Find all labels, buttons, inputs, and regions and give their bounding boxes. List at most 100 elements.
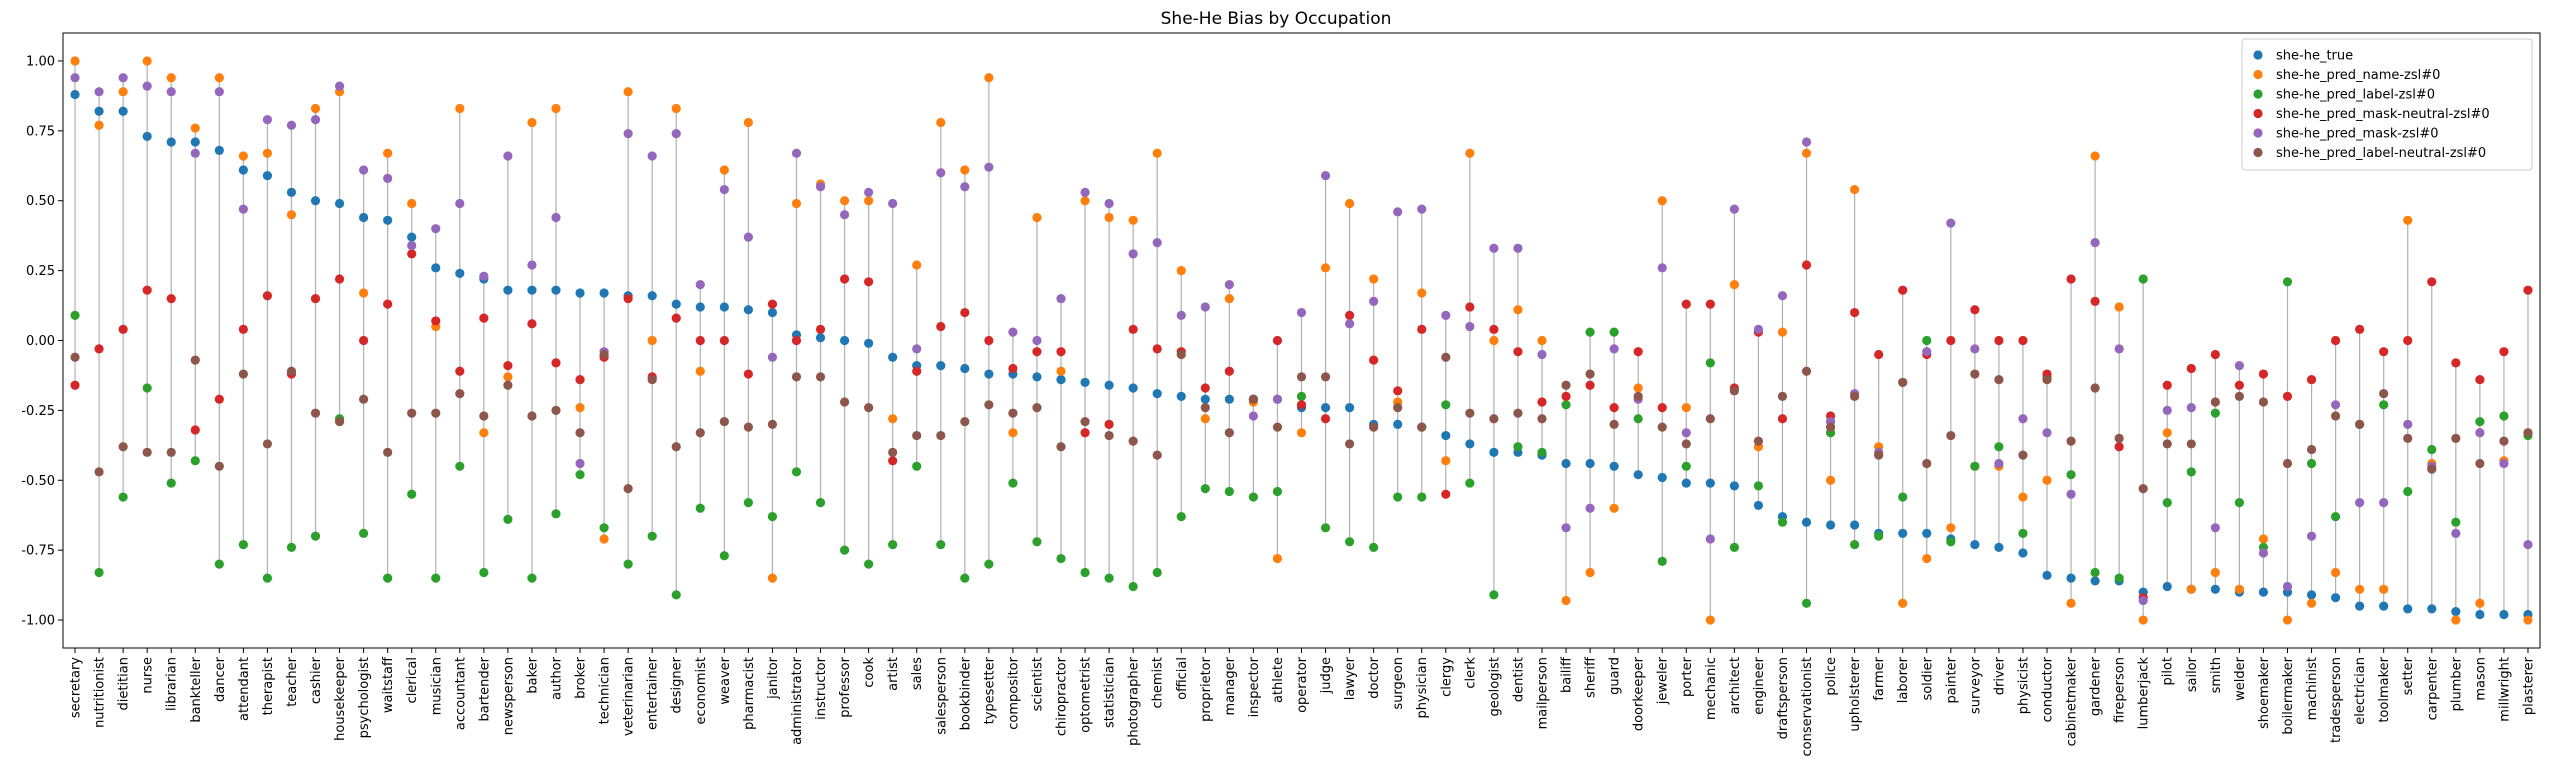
point-she-he_pred_label-neutral-zsl#0-judge — [1321, 372, 1330, 381]
legend-label-she-he_pred_mask-zsl#0: she-he_pred_mask-zsl#0 — [2276, 127, 2439, 142]
point-she-he_pred_mask-neutral-zsl#0-dancer — [215, 395, 224, 404]
point-she-he_pred_name-zsl#0-porter — [1682, 403, 1691, 412]
point-she-he_pred_label-zsl#0-mailperson — [1537, 448, 1546, 457]
point-she-he_pred_label-zsl#0-typesetter — [984, 560, 993, 569]
point-she-he_pred_label-neutral-zsl#0-farmer — [1874, 451, 1883, 460]
x-tick-label-carpenter: carpenter — [2425, 656, 2440, 720]
point-she-he_pred_mask-neutral-zsl#0-typesetter — [984, 336, 993, 345]
point-she-he_pred_mask-zsl#0-professor — [840, 210, 849, 219]
point-she-he_pred_label-zsl#0-welder — [2235, 498, 2244, 507]
point-she-he_pred_name-zsl#0-secretary — [70, 56, 79, 65]
point-she-he_pred_mask-zsl#0-gardener — [2091, 238, 2100, 247]
point-she-he_pred_label-neutral-zsl#0-dancer — [215, 462, 224, 471]
point-she-he_pred_name-zsl#0-conductor — [2042, 476, 2051, 485]
point-she-he_pred_mask-zsl#0-dancer — [215, 87, 224, 96]
legend-label-she-he_pred_label-neutral-zsl#0: she-he_pred_label-neutral-zsl#0 — [2276, 146, 2486, 161]
point-she-he_pred_label-neutral-zsl#0-surgeon — [1393, 403, 1402, 412]
point-she-he_pred_label-neutral-zsl#0-pilot — [2163, 439, 2172, 448]
x-tick-label-laborer: laborer — [1896, 656, 1911, 703]
point-she-he_pred_name-zsl#0-soldier — [1922, 554, 1931, 563]
point-she-he_pred_label-zsl#0-mechanic — [1706, 358, 1715, 367]
point-she-he_pred_label-zsl#0-bartender — [479, 568, 488, 577]
x-tick-label-fireperson: fireperson — [2113, 657, 2128, 723]
legend-label-she-he_pred_name-zsl#0: she-he_pred_name-zsl#0 — [2276, 68, 2440, 83]
point-she-he_pred_mask-zsl#0-tradesperson — [2331, 400, 2340, 409]
point-she-he_true-therapist — [263, 171, 272, 180]
point-she-he_pred_mask-neutral-zsl#0-driver — [1994, 336, 2003, 345]
point-she-he_pred_mask-zsl#0-sheriff — [1585, 504, 1594, 513]
point-she-he_pred_label-neutral-zsl#0-conductor — [2042, 375, 2051, 384]
x-tick-label-toolmaker: toolmaker — [2377, 656, 2392, 722]
x-tick-label-salesperson: salesperson — [934, 657, 949, 735]
point-she-he_true-salesperson — [936, 361, 945, 370]
point-she-he_pred_label-zsl#0-musician — [431, 574, 440, 583]
point-she-he_pred_label-neutral-zsl#0-tradesperson — [2331, 411, 2340, 420]
point-she-he_pred_name-zsl#0-therapist — [263, 149, 272, 158]
point-she-he_pred_name-zsl#0-economist — [696, 367, 705, 376]
point-she-he_pred_label-neutral-zsl#0-secretary — [70, 353, 79, 362]
point-she-he_pred_name-zsl#0-designer — [672, 104, 681, 113]
point-she-he_true-soldier — [1922, 529, 1931, 538]
point-she-he_true-surveyor — [1970, 540, 1979, 549]
point-she-he_true-pharmacist — [744, 305, 753, 314]
point-she-he_pred_mask-zsl#0-librarian — [167, 87, 176, 96]
point-she-he_true-secretary — [70, 90, 79, 99]
point-she-he_true-entertainer — [648, 291, 657, 300]
point-she-he_pred_mask-zsl#0-physicist — [2018, 414, 2027, 423]
point-she-he_pred_mask-zsl#0-surgeon — [1393, 207, 1402, 216]
point-she-he_pred_name-zsl#0-geologist — [1489, 336, 1498, 345]
point-she-he_pred_name-zsl#0-laborer — [1898, 599, 1907, 608]
point-she-he_pred_mask-zsl#0-broker — [575, 459, 584, 468]
point-she-he_pred_name-zsl#0-bailiff — [1561, 596, 1570, 605]
point-she-he_pred_mask-zsl#0-porter — [1682, 428, 1691, 437]
point-she-he_pred_mask-zsl#0-mechanic — [1706, 534, 1715, 543]
point-she-he_pred_mask-neutral-zsl#0-mason — [2475, 375, 2484, 384]
x-tick-label-attendant: attendant — [237, 657, 252, 721]
point-she-he_pred_mask-neutral-zsl#0-attendant — [239, 325, 248, 334]
point-she-he_pred_mask-zsl#0-bartender — [479, 272, 488, 281]
x-tick-label-jeweler: jeweler — [1656, 656, 1671, 705]
x-tick-label-typesetter: typesetter — [982, 656, 997, 724]
point-she-he_pred_label-zsl#0-accountant — [455, 462, 464, 471]
y-tick-label: 1.00 — [26, 54, 55, 69]
point-she-he_pred_name-zsl#0-dancer — [215, 73, 224, 82]
point-she-he_true-official — [1177, 392, 1186, 401]
point-she-he_pred_name-zsl#0-newsperson — [503, 372, 512, 381]
point-she-he_pred_mask-zsl#0-nutritionist — [94, 87, 103, 96]
point-she-he_pred_mask-neutral-zsl#0-mechanic — [1706, 300, 1715, 309]
point-she-he_pred_label-zsl#0-geologist — [1489, 590, 1498, 599]
point-she-he_pred_name-zsl#0-jeweler — [1658, 196, 1667, 205]
point-she-he_pred_label-neutral-zsl#0-designer — [672, 442, 681, 451]
legend-label-she-he_pred_label-zsl#0: she-he_pred_label-zsl#0 — [2276, 88, 2435, 103]
x-tick-label-inspector: inspector — [1247, 656, 1262, 717]
point-she-he_pred_mask-zsl#0-surveyor — [1970, 344, 1979, 353]
point-she-he_pred_mask-neutral-zsl#0-broker — [575, 375, 584, 384]
point-she-he_pred_label-zsl#0-official — [1177, 512, 1186, 521]
point-she-he_pred_label-zsl#0-millwright — [2499, 411, 2508, 420]
x-tick-label-smith: smith — [2209, 657, 2224, 693]
point-she-he_pred_mask-zsl#0-attendant — [239, 205, 248, 214]
point-she-he_pred_label-zsl#0-sales — [912, 462, 921, 471]
point-she-he_pred_label-neutral-zsl#0-laborer — [1898, 378, 1907, 387]
point-she-he_pred_label-neutral-zsl#0-bookbinder — [960, 417, 969, 426]
point-she-he_pred_mask-zsl#0-judge — [1321, 171, 1330, 180]
point-she-he_pred_name-zsl#0-upholsterer — [1850, 185, 1859, 194]
point-she-he_pred_label-neutral-zsl#0-dietitian — [119, 442, 128, 451]
point-she-he_pred_label-zsl#0-manager — [1225, 487, 1234, 496]
point-she-he_pred_label-zsl#0-dancer — [215, 560, 224, 569]
point-she-he_pred_name-zsl#0-chiropractor — [1056, 367, 1065, 376]
point-she-he_pred_label-neutral-zsl#0-operator — [1297, 372, 1306, 381]
point-she-he_pred_mask-neutral-zsl#0-therapist — [263, 291, 272, 300]
point-she-he_pred_mask-neutral-zsl#0-porter — [1682, 300, 1691, 309]
point-she-he_pred_label-zsl#0-surgeon — [1393, 492, 1402, 501]
point-she-he_true-scientist — [1032, 372, 1041, 381]
point-she-he_pred_name-zsl#0-waitstaff — [383, 149, 392, 158]
point-she-he_pred_name-zsl#0-architect — [1730, 280, 1739, 289]
point-she-he_pred_mask-neutral-zsl#0-farmer — [1874, 350, 1883, 359]
point-she-he_pred_mask-neutral-zsl#0-professor — [840, 274, 849, 283]
point-she-he_pred_mask-neutral-zsl#0-jeweler — [1658, 403, 1667, 412]
point-she-he_pred_label-neutral-zsl#0-athlete — [1273, 423, 1282, 432]
point-she-he_pred_label-zsl#0-janitor — [768, 512, 777, 521]
point-she-he_pred_mask-neutral-zsl#0-pharmacist — [744, 369, 753, 378]
point-she-he_pred_name-zsl#0-accountant — [455, 104, 464, 113]
